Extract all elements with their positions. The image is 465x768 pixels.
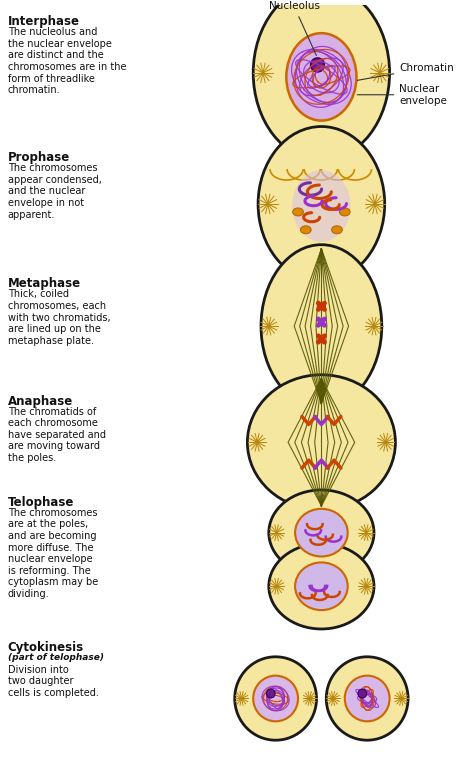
Ellipse shape <box>253 0 390 161</box>
Ellipse shape <box>269 544 374 629</box>
Ellipse shape <box>235 657 317 740</box>
Text: Telophase: Telophase <box>8 496 74 509</box>
Ellipse shape <box>247 375 395 510</box>
Ellipse shape <box>345 676 390 721</box>
Text: Chromatin: Chromatin <box>357 63 454 81</box>
Ellipse shape <box>266 689 275 698</box>
Text: Prophase: Prophase <box>8 151 70 164</box>
Ellipse shape <box>286 33 357 121</box>
Text: The chromosomes
appear condensed,
and the nuclear
envelope in not
apparent.: The chromosomes appear condensed, and th… <box>8 164 102 220</box>
Ellipse shape <box>269 490 374 575</box>
Text: Interphase: Interphase <box>8 15 80 28</box>
Ellipse shape <box>292 170 351 242</box>
Text: Nuclear
envelope: Nuclear envelope <box>357 84 447 105</box>
Ellipse shape <box>358 689 367 698</box>
Ellipse shape <box>261 245 382 408</box>
Text: The chromatids of
each chromosome
have separated and
are moving toward
the poles: The chromatids of each chromosome have s… <box>8 406 106 463</box>
Ellipse shape <box>258 127 385 281</box>
Ellipse shape <box>332 226 342 233</box>
Ellipse shape <box>295 509 348 557</box>
Text: Metaphase: Metaphase <box>8 277 81 290</box>
Ellipse shape <box>326 657 408 740</box>
Text: Division into
two daughter
cells is completed.: Division into two daughter cells is comp… <box>8 665 99 698</box>
Text: Nucleolus: Nucleolus <box>269 2 319 55</box>
Ellipse shape <box>292 208 303 216</box>
Text: (part of telophase): (part of telophase) <box>8 653 104 662</box>
Ellipse shape <box>339 208 350 216</box>
Text: The nucleolus and
the nuclear envelope
are distinct and the
chromosomes are in t: The nucleolus and the nuclear envelope a… <box>8 27 126 95</box>
Ellipse shape <box>295 562 348 610</box>
Ellipse shape <box>300 226 311 233</box>
Text: Thick, coiled
chromosomes, each
with two chromatids,
are lined up on the
metapha: Thick, coiled chromosomes, each with two… <box>8 290 110 346</box>
Text: Anaphase: Anaphase <box>8 395 73 408</box>
Text: The chromosomes
are at the poles,
and are becoming
more diffuse. The
nuclear env: The chromosomes are at the poles, and ar… <box>8 508 98 599</box>
Ellipse shape <box>311 58 324 72</box>
Text: Cytokinesis: Cytokinesis <box>8 641 84 654</box>
Ellipse shape <box>253 676 298 721</box>
